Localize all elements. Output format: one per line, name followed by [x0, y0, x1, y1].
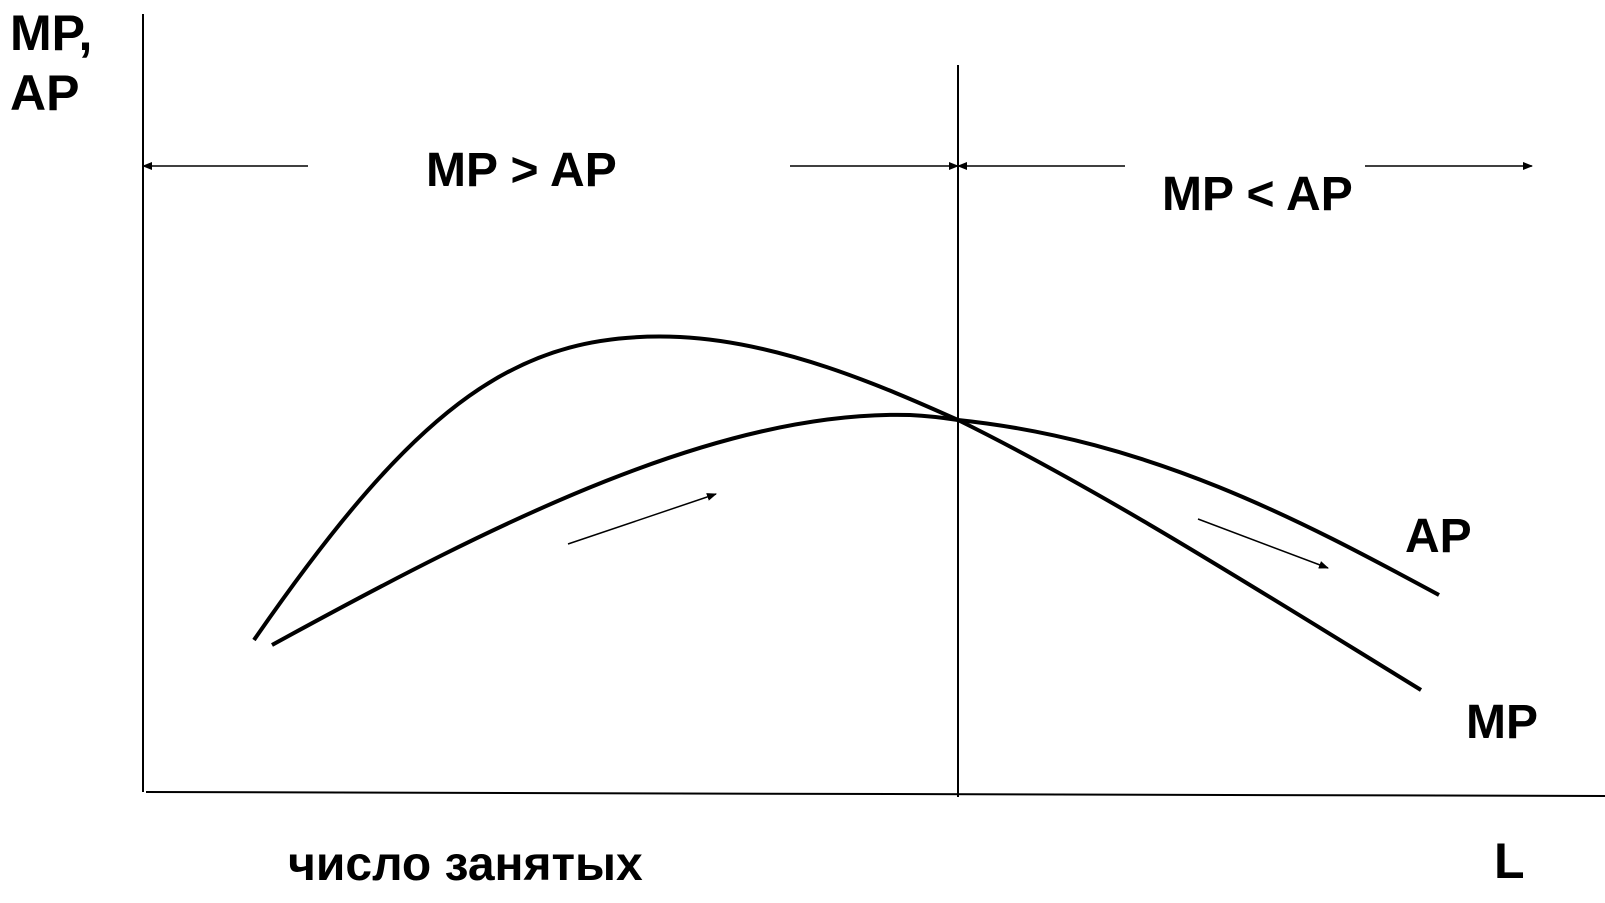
ap-curve-label: AP — [1405, 510, 1472, 563]
x-axis-label: L — [1494, 833, 1525, 889]
x-axis-caption: число занятых — [288, 838, 643, 891]
mp-curve-label: MP — [1466, 696, 1538, 749]
rising-direction-arrow — [567, 493, 717, 545]
ap-curve — [271, 412, 1440, 647]
y-axis-label-line2: AP — [10, 65, 79, 121]
falling-direction-arrow — [1197, 518, 1329, 569]
region-label-right: MP < AP — [1162, 168, 1353, 221]
y-axis-label-line1: MP, — [10, 5, 92, 61]
mp-curve — [252, 334, 1423, 692]
x-axis — [145, 791, 1605, 797]
region-label-left: MP > AP — [426, 144, 617, 197]
